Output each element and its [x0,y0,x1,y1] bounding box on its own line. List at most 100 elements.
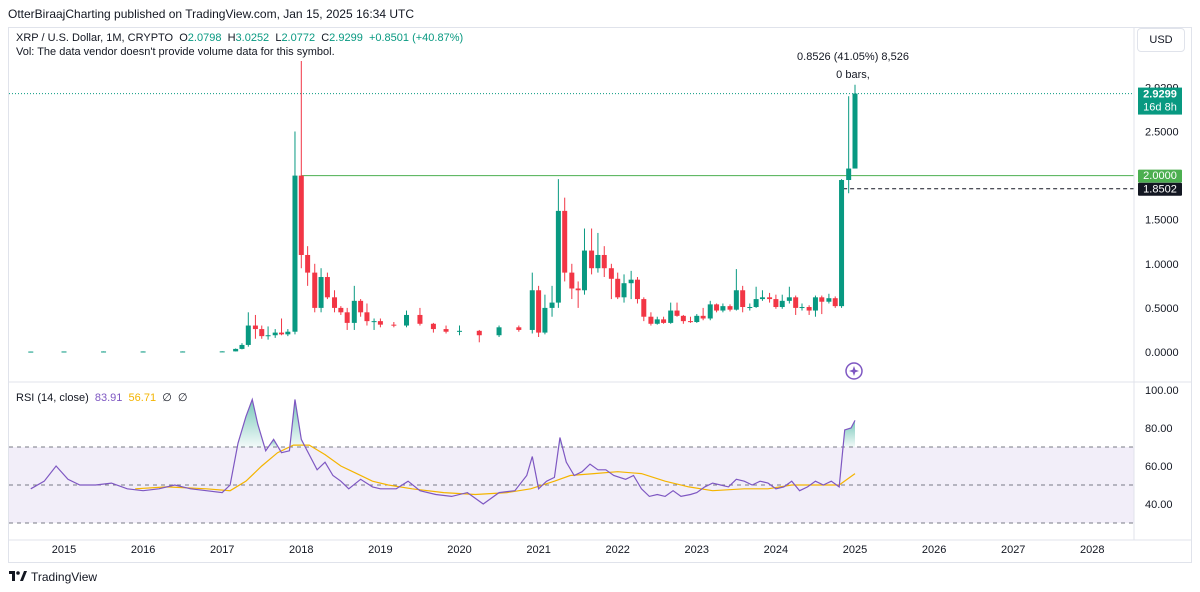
candle-body [457,330,462,332]
candle [338,306,344,315]
candle [417,307,423,326]
candle [799,303,805,311]
candle-body [799,307,805,309]
rsi-ma-value: 56.71 [128,392,157,404]
currency-button[interactable]: USD [1137,28,1185,52]
time-tick-label: 2018 [289,544,313,556]
candle [753,286,759,308]
plus-icon[interactable] [845,362,863,380]
chart-frame [8,27,1192,563]
candle-body [581,250,587,291]
candle [575,281,581,308]
volume-note: Vol: The data vendor doesn't provide vol… [16,46,335,58]
high-label: H [227,32,236,44]
candle-body [351,300,357,323]
candle-body [344,312,350,323]
candle [839,179,845,308]
candle [61,351,67,353]
candle [767,292,773,303]
low-value: 2.0772 [281,32,316,44]
time-tick-label: 2022 [605,544,629,556]
candle-body [668,310,674,323]
axes: 0.00000.50001.00001.50002.50002.92992.92… [9,28,1191,556]
rsi-overbought-fill [268,439,279,447]
candle-body [496,327,502,336]
candle-body [601,254,607,269]
brand[interactable]: TradingView [9,570,97,584]
rsi-overbought-fill [237,399,265,447]
candle-body [233,348,239,352]
rsi-tick-label: 100.00 [1145,385,1179,397]
candle [759,290,765,301]
candle [252,314,258,339]
candle [687,316,693,323]
candle [747,303,753,311]
candle-body [628,279,634,284]
symbol-legend: XRP / U.S. Dollar, 1M, CRYPTO O2.0798 H3… [16,32,463,44]
time-tick-label: 2020 [447,544,471,556]
candle [457,325,462,336]
candle-body [542,307,548,333]
candle-body [371,321,377,323]
time-tick-label: 2015 [52,544,76,556]
candle [180,351,186,353]
rsi-legend: RSI (14, close) 83.91 56.71 ∅ ∅ [16,391,188,404]
candle-body [786,297,792,301]
countdown-badge-text: 16d 8h [1143,102,1177,114]
candle [826,293,832,304]
candle [549,285,555,317]
candle [312,263,318,313]
candle-body [767,297,773,300]
candle-body [621,283,627,298]
candle-body [648,316,654,324]
level-badge: 2.0000 [1138,169,1182,183]
candle [812,295,818,317]
candle [516,325,522,332]
candle-body [714,304,720,311]
candle-body [529,290,535,330]
candle [476,329,482,343]
candle-body [259,329,265,337]
candle-body [417,314,423,324]
candle-body [516,327,522,330]
rsi-title[interactable]: RSI (14, close) [16,392,89,404]
candle [219,351,225,353]
change-value: +0.8501 (+40.87%) [368,32,464,44]
rsi-tick-label: 60.00 [1145,461,1173,473]
candle-body [252,325,258,330]
candle-body [839,180,845,307]
candle [786,286,792,304]
high-value: 3.0252 [235,32,270,44]
candle-body [332,297,338,308]
candle [496,325,502,338]
candle-body [819,297,825,302]
candle-body [753,299,759,308]
candle [101,351,107,353]
candle-body [338,307,344,313]
candle [589,228,595,275]
candle [555,179,561,308]
candle-body [615,278,621,298]
candle [285,329,291,337]
time-tick-label: 2021 [526,544,550,556]
candle [298,60,304,269]
candle [773,294,779,309]
last-price-badge-bg [1138,87,1182,115]
candle-body [239,344,245,349]
candle [430,322,436,333]
candle-body [312,272,318,308]
symbol-title[interactable]: XRP / U.S. Dollar, 1M, CRYPTO [16,32,174,44]
candle [443,325,449,334]
candle [595,232,601,273]
candle [779,294,785,309]
candle-body [634,279,640,300]
candle-body [391,324,397,326]
rsi-value: 83.91 [94,392,123,404]
price-tick-label: 2.5000 [1145,127,1179,139]
candle [661,316,667,324]
candle-body [285,331,291,335]
time-tick-label: 2019 [368,544,392,556]
candle-body [779,300,785,308]
candle [740,285,746,313]
